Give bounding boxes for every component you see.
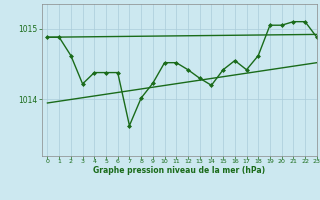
X-axis label: Graphe pression niveau de la mer (hPa): Graphe pression niveau de la mer (hPa)	[93, 166, 265, 175]
